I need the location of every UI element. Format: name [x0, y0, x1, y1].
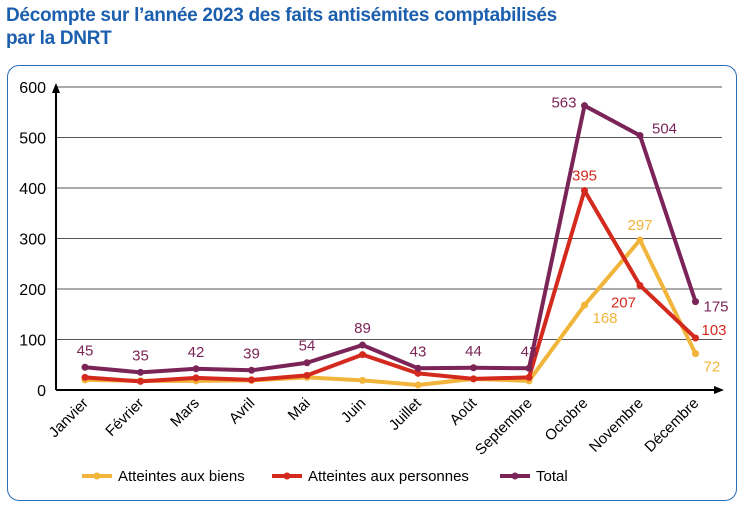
x-tick-label: Juin — [338, 395, 369, 426]
y-tick-label: 300 — [19, 232, 46, 249]
data-point — [137, 377, 144, 385]
x-tick-label: Novembre — [586, 395, 647, 456]
data-point — [359, 341, 366, 349]
data-point — [414, 369, 422, 377]
data-point — [470, 375, 477, 383]
data-label: 504 — [652, 120, 677, 137]
legend-marker — [511, 472, 519, 480]
data-label: 43 — [410, 343, 427, 360]
data-point — [81, 363, 89, 371]
y-tick-label: 600 — [19, 80, 46, 97]
data-point — [248, 366, 255, 374]
data-point — [359, 351, 366, 359]
data-point — [636, 236, 644, 244]
data-label: 297 — [627, 217, 652, 234]
chart-title: Décompte sur l’année 2023 des faits anti… — [6, 4, 557, 50]
legend-marker — [283, 472, 291, 480]
data-point — [414, 364, 422, 372]
data-point — [248, 376, 255, 384]
y-tick-label: 100 — [19, 333, 46, 350]
data-point — [636, 281, 644, 289]
data-label: 54 — [299, 338, 316, 355]
data-point — [636, 131, 644, 139]
legend-label: Atteintes aux personnes — [308, 468, 469, 485]
legend-label: Atteintes aux biens — [118, 468, 245, 485]
data-label: 42 — [188, 344, 205, 361]
data-point — [192, 374, 200, 382]
data-label: 89 — [354, 320, 371, 337]
x-tick-label: Mars — [167, 395, 203, 431]
data-label: 72 — [704, 359, 721, 376]
y-tick-label: 200 — [19, 282, 46, 299]
title-line-1: Décompte sur l’année 2023 des faits anti… — [6, 5, 557, 26]
data-point — [581, 301, 588, 309]
legend-label: Total — [536, 468, 568, 485]
series-line — [84, 238, 698, 387]
x-tick-label: Juillet — [386, 394, 426, 434]
series-line — [84, 188, 697, 384]
data-point — [581, 102, 588, 110]
data-point — [525, 364, 533, 372]
data-point — [470, 364, 477, 372]
legend-marker — [93, 472, 101, 480]
x-tick-label: Septembre — [472, 395, 536, 459]
data-point — [692, 334, 699, 342]
x-tick-label: Janvier — [46, 395, 92, 441]
data-label: 39 — [243, 345, 260, 362]
data-label: 175 — [704, 299, 729, 316]
data-point — [581, 187, 588, 195]
data-point — [303, 359, 311, 367]
x-tick-label: Mai — [285, 395, 314, 424]
data-point — [81, 373, 89, 381]
title-line-2: par la DNRT — [6, 28, 112, 49]
data-point — [192, 365, 200, 373]
data-label: 207 — [611, 294, 636, 311]
data-label: 43 — [521, 343, 538, 360]
y-tick-label: 0 — [37, 383, 46, 400]
y-axis-arrow — [52, 83, 60, 93]
data-label: 168 — [593, 310, 618, 327]
y-tick-label: 400 — [19, 181, 46, 198]
x-tick-label: Août — [446, 394, 480, 428]
x-tick-label: Avril — [226, 395, 258, 427]
x-tick-label: Octobre — [542, 395, 592, 445]
y-tick-label: 500 — [19, 131, 46, 148]
data-label: 35 — [132, 347, 149, 364]
data-label: 563 — [551, 95, 576, 112]
data-label: 45 — [77, 342, 94, 359]
x-tick-label: Décembre — [641, 395, 702, 456]
chart-frame — [7, 65, 737, 501]
series-line — [84, 103, 698, 375]
data-point — [692, 298, 699, 306]
data-point — [692, 350, 699, 358]
data-point — [359, 376, 366, 384]
data-point — [303, 371, 311, 379]
data-point — [414, 381, 422, 389]
data-label: 44 — [465, 343, 482, 360]
data-point — [137, 368, 144, 376]
data-point — [525, 373, 533, 381]
x-axis-arrow — [714, 386, 724, 394]
data-label: 395 — [572, 168, 597, 185]
x-tick-label: Février — [102, 395, 147, 440]
data-label: 103 — [702, 322, 727, 339]
